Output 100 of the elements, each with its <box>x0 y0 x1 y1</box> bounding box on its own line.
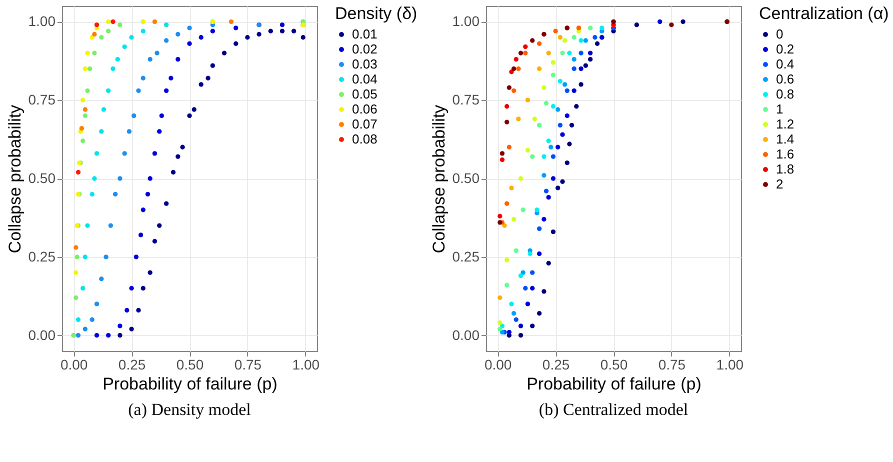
point <box>504 282 510 288</box>
legend-label: 0.03 <box>352 56 378 72</box>
y-axis-title: Collapse probability <box>5 104 24 254</box>
point <box>110 66 116 72</box>
point <box>129 326 134 332</box>
legend-label: 1.8 <box>776 162 794 176</box>
point <box>536 41 542 46</box>
point <box>90 192 94 197</box>
point <box>164 88 169 94</box>
point <box>118 176 122 181</box>
legend-label: 1 <box>776 102 784 116</box>
point <box>74 245 78 250</box>
point <box>140 76 146 80</box>
point <box>534 208 540 212</box>
point <box>550 229 556 234</box>
point <box>558 122 563 128</box>
point <box>550 154 556 159</box>
point <box>118 332 122 338</box>
y-tick-label: 0.00 <box>452 326 480 343</box>
point <box>118 324 122 328</box>
point <box>506 330 512 335</box>
y-tick-label: 0.75 <box>28 92 56 108</box>
point <box>509 186 514 190</box>
point <box>530 286 535 291</box>
x-tick-label: 0.75 <box>234 356 262 372</box>
point <box>74 270 78 275</box>
y-tick-label: 0.50 <box>28 170 56 186</box>
point <box>82 107 88 112</box>
point <box>583 63 588 68</box>
point <box>530 270 535 275</box>
point <box>80 138 86 144</box>
point <box>530 324 535 328</box>
point <box>140 286 146 291</box>
point <box>79 126 84 131</box>
point <box>502 223 507 228</box>
point <box>92 176 97 181</box>
point <box>104 254 108 260</box>
point <box>511 66 516 72</box>
point <box>542 216 546 222</box>
point <box>76 170 81 175</box>
point <box>542 154 546 159</box>
point <box>506 85 512 90</box>
point <box>542 85 546 90</box>
x-tick-label: 0.25 <box>118 356 146 372</box>
point <box>80 286 86 291</box>
point <box>498 295 502 300</box>
point <box>122 44 127 50</box>
point <box>560 132 565 137</box>
point <box>176 56 180 62</box>
point <box>159 113 164 118</box>
legend-label: 0.06 <box>352 102 378 116</box>
point <box>578 82 584 87</box>
point <box>536 122 542 128</box>
point <box>134 254 139 260</box>
point <box>92 32 97 37</box>
point <box>152 238 158 244</box>
point <box>572 66 576 72</box>
point <box>634 22 640 28</box>
point <box>572 35 576 40</box>
point <box>523 50 528 56</box>
point <box>80 98 86 102</box>
point <box>94 332 100 338</box>
point <box>500 151 505 156</box>
legend-label: 0.04 <box>352 72 378 86</box>
point <box>168 76 174 80</box>
legend-label: 0.08 <box>352 132 378 146</box>
point <box>592 35 598 40</box>
point <box>164 22 169 28</box>
point <box>198 35 204 40</box>
point <box>518 176 524 181</box>
point <box>170 170 176 175</box>
point <box>300 35 306 40</box>
point <box>528 251 532 256</box>
point <box>556 107 560 112</box>
point <box>572 56 576 62</box>
point <box>550 60 556 65</box>
point <box>546 260 551 266</box>
legend-label: 0.8 <box>776 86 794 102</box>
point <box>669 22 674 28</box>
point <box>268 28 273 34</box>
point <box>85 88 90 94</box>
point <box>256 32 262 37</box>
point <box>523 44 528 50</box>
point <box>564 88 570 94</box>
point <box>511 88 516 94</box>
point <box>82 113 88 118</box>
point <box>558 78 563 84</box>
point <box>562 82 568 87</box>
point <box>583 38 588 43</box>
point <box>516 66 521 72</box>
point <box>556 144 560 150</box>
point <box>518 50 524 56</box>
point <box>548 144 554 150</box>
x-tick-label: 0.00 <box>60 356 88 372</box>
y-tick-label: 0.25 <box>452 248 480 264</box>
point <box>180 144 185 150</box>
point <box>536 311 542 316</box>
point <box>234 26 238 30</box>
point <box>578 38 584 43</box>
legend-title: Centralization (α) <box>759 4 889 23</box>
